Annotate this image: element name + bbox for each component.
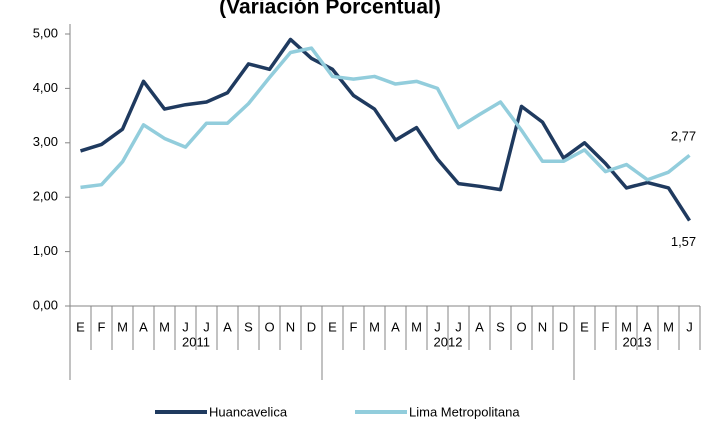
x-tick-label: A	[139, 319, 148, 334]
x-tick-label: D	[307, 319, 316, 334]
x-tick-label: F	[350, 319, 358, 334]
chart-title: (Variación Porcentual)	[219, 0, 441, 19]
data-label: 2,77	[671, 129, 696, 144]
x-tick-label: D	[559, 319, 568, 334]
x-tick-label: S	[244, 319, 253, 334]
x-tick-label: J	[182, 319, 189, 334]
series-line	[80, 46, 691, 190]
year-label: 2013	[623, 334, 652, 349]
y-tick-label: 0,00	[33, 297, 58, 312]
legend-label: Huancavelica	[209, 404, 288, 419]
x-tick-label: A	[475, 319, 484, 334]
x-tick-label: N	[286, 319, 295, 334]
x-tick-label: E	[580, 319, 589, 334]
year-label: 2012	[434, 334, 463, 349]
series-line	[79, 37, 691, 222]
x-tick-label: M	[411, 319, 422, 334]
x-tick-label: E	[76, 319, 85, 334]
x-tick-label: M	[159, 319, 170, 334]
y-tick-label: 1,00	[33, 243, 58, 258]
y-tick-label: 2,00	[33, 189, 58, 204]
x-tick-label: A	[643, 319, 652, 334]
x-tick-label: O	[516, 319, 526, 334]
x-tick-label: M	[369, 319, 380, 334]
x-tick-label: J	[203, 319, 210, 334]
x-tick-label: J	[434, 319, 441, 334]
x-tick-label: N	[538, 319, 547, 334]
x-tick-label: A	[223, 319, 232, 334]
x-tick-label: J	[686, 319, 693, 334]
x-tick-label: M	[621, 319, 632, 334]
x-tick-label: A	[391, 319, 400, 334]
x-tick-label: J	[455, 319, 462, 334]
legend-label: Lima Metropolitana	[409, 404, 520, 419]
year-label: 2011	[182, 334, 210, 349]
x-tick-label: E	[328, 319, 337, 334]
x-tick-label: F	[98, 319, 106, 334]
x-tick-label: M	[117, 319, 128, 334]
x-tick-label: S	[496, 319, 505, 334]
y-tick-label: 5,00	[33, 25, 58, 40]
x-tick-label: O	[264, 319, 274, 334]
x-tick-label: M	[663, 319, 674, 334]
y-tick-label: 4,00	[33, 80, 58, 95]
data-label: 1,57	[671, 234, 696, 249]
y-tick-label: 3,00	[33, 134, 58, 149]
x-tick-label: F	[602, 319, 610, 334]
